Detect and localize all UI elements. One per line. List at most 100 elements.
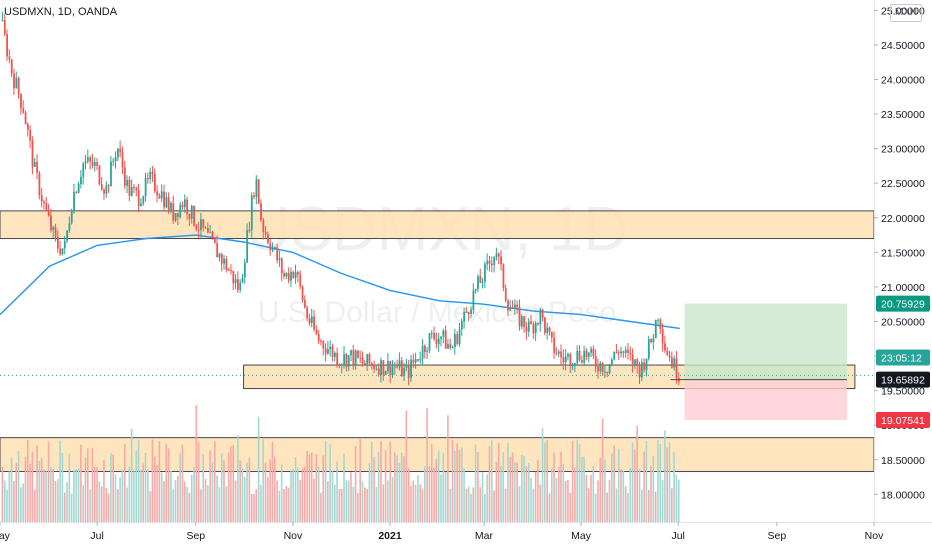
candle-body: [243, 262, 246, 278]
price-axis-label: 21.50000: [881, 247, 925, 259]
volume-bar: [170, 471, 172, 522]
candle-body: [557, 351, 560, 354]
candle-body: [13, 73, 15, 89]
volume-bar: [324, 440, 327, 522]
candle-body: [202, 219, 205, 228]
candle-body: [463, 311, 466, 322]
candle-body: [313, 316, 316, 330]
candle-body: [622, 351, 625, 353]
volume-bar: [257, 417, 260, 522]
volume-bar: [202, 454, 205, 522]
volume-bar: [262, 439, 265, 522]
volume-bar: [338, 488, 341, 522]
candle-body: [299, 274, 302, 287]
volume-bar: [33, 489, 36, 522]
candle-body: [604, 371, 606, 373]
candle-body: [599, 362, 602, 372]
candle-body: [193, 205, 195, 226]
volume-bar: [292, 468, 295, 522]
volume-bar: [230, 446, 232, 522]
volume-bar: [172, 489, 175, 522]
candle-body: [560, 351, 563, 358]
time-axis-label: Sep: [186, 530, 205, 542]
candle-body: [428, 333, 431, 351]
candle-body: [504, 287, 507, 301]
volume-bar: [430, 443, 433, 522]
candle-body: [112, 160, 115, 162]
volume-bar: [20, 487, 22, 522]
volume-bar: [142, 463, 145, 522]
candle-body: [204, 227, 207, 229]
time-axis-label: Mar: [475, 530, 494, 542]
candle-body: [398, 360, 401, 368]
volume-bar: [657, 440, 659, 522]
volume-bar: [368, 462, 371, 522]
volume-bar: [75, 468, 78, 522]
candle-body: [225, 258, 228, 271]
candle-body: [472, 290, 475, 310]
candle-body: [96, 162, 99, 166]
candle-body: [608, 364, 611, 374]
volume-bar: [61, 452, 64, 522]
candle-body: [597, 366, 599, 372]
candle-body: [673, 358, 676, 368]
volume-bar: [495, 462, 498, 522]
candle-body: [377, 368, 380, 375]
volume-bar: [297, 468, 299, 522]
volume-bar: [373, 457, 375, 522]
volume-bar: [594, 493, 597, 522]
candle-body: [167, 197, 170, 212]
volume-bar: [587, 488, 590, 522]
candle-body: [359, 357, 362, 359]
volume-bar: [287, 487, 290, 522]
volume-bar: [278, 490, 281, 522]
volume-bar: [377, 452, 380, 522]
volume-bar: [225, 486, 228, 522]
candle-body: [149, 172, 152, 180]
volume-bar: [380, 440, 382, 522]
time-axis-label: Jul: [90, 530, 103, 542]
candle-body: [534, 323, 537, 334]
volume-bar: [592, 465, 595, 522]
entry-price-label-bg: [876, 371, 930, 388]
volume-bar: [327, 481, 329, 522]
price-axis-label: 22.00000: [881, 213, 925, 225]
volume-bar: [273, 456, 276, 522]
candle-body: [163, 191, 165, 208]
volume-bar: [80, 444, 82, 522]
volume-bar: [622, 470, 625, 522]
candle-body: [553, 337, 556, 353]
volume-bar: [403, 456, 405, 522]
candle-body: [80, 176, 82, 185]
currency-badge[interactable]: MXN: [890, 4, 922, 22]
volume-bar: [611, 453, 613, 522]
volume-bar: [654, 491, 657, 522]
volume-bar: [40, 458, 43, 522]
candle-body: [156, 191, 159, 196]
volume-bar: [70, 493, 73, 522]
volume-bar: [569, 492, 572, 522]
volume-bar: [299, 479, 301, 522]
candle-body: [435, 339, 438, 344]
candle-body: [424, 345, 426, 353]
volume-bar: [617, 448, 620, 522]
candle-body: [294, 272, 297, 278]
volume-bar: [479, 487, 482, 522]
candle-body: [142, 196, 145, 204]
price-axis-label: 22.50000: [881, 178, 925, 190]
volume-bar: [308, 453, 311, 522]
candle-body: [255, 179, 258, 197]
candle-body: [666, 350, 669, 356]
candle-body: [650, 339, 653, 343]
candle-body: [394, 366, 396, 368]
symbol-header[interactable]: USDMXN, 1D, OANDA: [4, 6, 118, 18]
candle-body: [511, 307, 514, 309]
candle-body: [611, 359, 613, 365]
volume-bar: [213, 441, 216, 522]
candle-body: [287, 273, 290, 281]
volume-bar: [647, 490, 650, 522]
volume-bar: [190, 475, 193, 522]
candle-body: [250, 195, 253, 230]
